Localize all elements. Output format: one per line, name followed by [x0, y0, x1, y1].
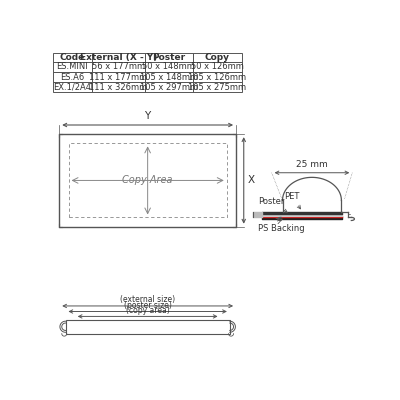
Text: (external size): (external size)	[120, 296, 175, 304]
Text: 56 x 177mm: 56 x 177mm	[92, 62, 145, 72]
Text: 105 x 126mm: 105 x 126mm	[188, 73, 246, 82]
Text: Y: Y	[144, 111, 151, 121]
Text: Poster: Poster	[258, 196, 287, 212]
Bar	[193, 53, 242, 62]
Text: ES.MINI: ES.MINI	[57, 62, 88, 72]
Text: Copy Area: Copy Area	[122, 176, 173, 186]
Text: ES.A6: ES.A6	[60, 73, 85, 82]
Bar	[53, 62, 92, 72]
Text: EX.1/2A4: EX.1/2A4	[54, 83, 92, 92]
Text: X: X	[248, 176, 254, 186]
Bar	[193, 82, 242, 92]
Text: PET: PET	[284, 192, 300, 209]
Bar	[193, 72, 242, 82]
Text: (copy area): (copy area)	[126, 306, 170, 315]
Bar	[53, 53, 92, 62]
Text: Code: Code	[60, 53, 85, 62]
Bar	[66, 320, 230, 334]
Bar	[193, 62, 242, 72]
Text: Poster: Poster	[152, 53, 185, 62]
Bar	[92, 82, 144, 92]
Text: PS Backing: PS Backing	[258, 224, 304, 232]
Text: (poster size): (poster size)	[124, 301, 172, 310]
Bar	[59, 134, 236, 227]
Text: 50 x 148mm: 50 x 148mm	[142, 62, 195, 72]
Bar	[92, 62, 144, 72]
Bar	[144, 62, 193, 72]
Bar	[144, 53, 193, 62]
Text: 111 x 177mm: 111 x 177mm	[89, 73, 147, 82]
Text: 50 x 126mm: 50 x 126mm	[191, 62, 244, 72]
Bar	[53, 82, 92, 92]
Text: 105 x 148mm: 105 x 148mm	[140, 73, 198, 82]
Bar	[92, 53, 144, 62]
Bar	[144, 72, 193, 82]
Bar	[69, 144, 227, 218]
Text: 105 x 297mm: 105 x 297mm	[140, 83, 198, 92]
Bar	[144, 82, 193, 92]
Bar	[92, 72, 144, 82]
Text: Copy: Copy	[205, 53, 230, 62]
Text: 105 x 275mm: 105 x 275mm	[188, 83, 246, 92]
Text: 111 x 326mm: 111 x 326mm	[89, 83, 147, 92]
Text: External (X - Y): External (X - Y)	[80, 53, 157, 62]
Text: 25 mm: 25 mm	[296, 160, 328, 169]
Bar	[53, 72, 92, 82]
